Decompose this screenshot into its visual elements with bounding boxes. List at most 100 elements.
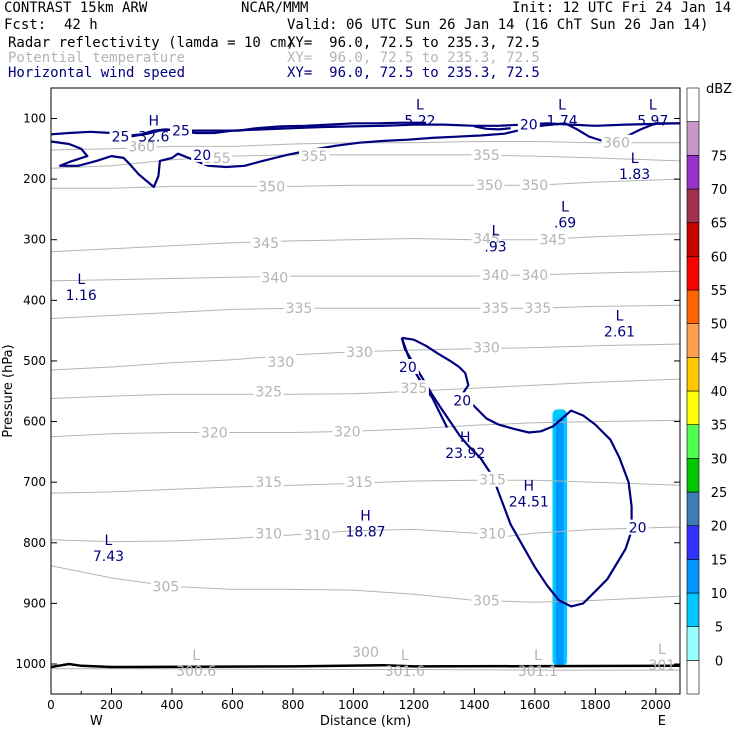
theta-label-bg bbox=[471, 146, 502, 162]
extremum-value: 1.83 bbox=[619, 167, 650, 183]
theta-label-355: 355 bbox=[301, 149, 328, 165]
theta-contour-350 bbox=[51, 178, 680, 189]
theta-label-bg bbox=[522, 300, 553, 316]
colorbar-swatch bbox=[686, 188, 700, 223]
wind-label-20: 20 bbox=[629, 521, 647, 537]
extremum-low: L bbox=[558, 98, 566, 114]
init-time: Init: 12 UTC Fri 24 Jan 14 bbox=[512, 0, 732, 16]
wind-label-bg bbox=[396, 359, 419, 375]
x-tick-label: 1000 bbox=[338, 698, 369, 712]
y-tick-label: 400 bbox=[23, 293, 46, 307]
theta-label-bg bbox=[537, 231, 568, 247]
theta-label-325: 325 bbox=[255, 384, 282, 400]
theta-label-315: 315 bbox=[346, 475, 373, 491]
wind-label-20: 20 bbox=[399, 360, 417, 376]
reflectivity-layer bbox=[552, 409, 568, 666]
extremum-low: L bbox=[105, 533, 113, 549]
theta-label-350: 350 bbox=[521, 178, 548, 194]
extremum-value: 7.43 bbox=[93, 549, 124, 565]
x-tick-label: 1200 bbox=[399, 698, 430, 712]
theta-label-310: 310 bbox=[479, 527, 506, 543]
theta-label-bg bbox=[471, 230, 502, 246]
org-label: NCAR/MMM bbox=[241, 0, 309, 16]
colorbar-swatch bbox=[686, 592, 700, 627]
theta-label-bg bbox=[344, 343, 375, 359]
axes: 100 200 300 400 500 600 700 800 900 1000 0 200 400 60… bbox=[1, 112, 680, 729]
forecast-hour: 42 h bbox=[64, 17, 98, 33]
extremum-low: L bbox=[77, 272, 85, 288]
wind-label-bg bbox=[626, 519, 649, 535]
theta-label-305: 305 bbox=[153, 579, 180, 595]
colorbar-swatch bbox=[686, 491, 700, 526]
colorbar-swatch bbox=[686, 155, 700, 190]
theta-label-330: 330 bbox=[473, 341, 500, 357]
y-tick-label: 500 bbox=[23, 354, 46, 368]
y-tick-label: 1000 bbox=[15, 657, 46, 671]
field-theta-name: Potential temperature bbox=[8, 50, 186, 66]
wind-contour-25 bbox=[111, 121, 426, 141]
colorbar-label: 30 bbox=[711, 452, 728, 467]
theta-label-bg bbox=[332, 423, 363, 439]
theta-label-bg bbox=[480, 266, 511, 282]
valid-time: Valid: 06 UTC Sun 26 Jan 14 (16 ChT Sun … bbox=[287, 17, 709, 33]
colorbar-swatch bbox=[686, 256, 700, 291]
extremum-value: 301.1 bbox=[518, 664, 558, 680]
colorbar-swatch bbox=[686, 424, 700, 459]
extremum-value: 2.61 bbox=[604, 325, 635, 341]
extremum-low: L bbox=[534, 648, 542, 664]
wind-contour-20 bbox=[400, 336, 633, 608]
theta-contour-305 bbox=[51, 565, 680, 603]
theta-label-bg bbox=[250, 234, 281, 250]
theta-label-bg bbox=[471, 339, 502, 355]
y-axis-label: Pressure (hPa) bbox=[1, 344, 16, 437]
theta-label-315: 315 bbox=[255, 475, 282, 491]
extremum-value: 301.6 bbox=[385, 664, 425, 680]
wind-label-20: 20 bbox=[453, 393, 471, 409]
theta-contour-325 bbox=[51, 378, 680, 399]
theta-label-340: 340 bbox=[521, 268, 548, 284]
colorbar-title: dBZ bbox=[706, 82, 732, 97]
x-tick-label: 2000 bbox=[641, 698, 672, 712]
wind-label-bg bbox=[109, 128, 132, 144]
extremum-value: 24.51 bbox=[509, 494, 549, 510]
x-tick-label: 600 bbox=[221, 698, 244, 712]
theta-label-bg bbox=[253, 525, 284, 541]
theta-label-bg bbox=[265, 354, 296, 370]
theta-label-335: 335 bbox=[525, 301, 552, 317]
theta-label-bg bbox=[350, 643, 381, 659]
colorbar-label: 20 bbox=[711, 520, 728, 535]
colorbar: 0 5 10 15 20 25 30 35 40 45 50 55 60 65 70 75 dBZ bbox=[686, 82, 732, 695]
extremum-value: 1.16 bbox=[66, 288, 97, 304]
colorbar-label: 5 bbox=[715, 621, 723, 636]
extremum-low: L bbox=[631, 151, 639, 167]
theta-label-330: 330 bbox=[267, 355, 294, 371]
extremum-low: L bbox=[492, 224, 500, 240]
extrema-labels: H32.6L5.22L1.74L5.97L1.83L.69L.93L1.16L2… bbox=[66, 98, 676, 680]
colorbar-swatch bbox=[686, 87, 700, 122]
colorbar-swatch bbox=[686, 458, 700, 493]
x-tick-label: 0 bbox=[47, 698, 55, 712]
colorbar-label: 0 bbox=[715, 654, 723, 669]
colorbar-label: 60 bbox=[711, 250, 728, 265]
reflectivity-core bbox=[556, 419, 564, 666]
colorbar-swatch bbox=[686, 559, 700, 594]
x-end-label-east: E bbox=[658, 714, 666, 729]
field-reflectivity-xy: XY= 96.0, 72.5 to 235.3, 72.5 bbox=[287, 35, 540, 51]
theta-label-bg bbox=[253, 474, 284, 490]
theta-label-360: 360 bbox=[128, 139, 155, 155]
theta-label-340: 340 bbox=[482, 268, 509, 284]
theta-label-bg bbox=[344, 474, 375, 490]
extremum-value: .93 bbox=[484, 240, 506, 256]
theta-label-345: 345 bbox=[252, 236, 279, 252]
colorbar-label: 65 bbox=[711, 217, 728, 232]
theta-label-bg bbox=[253, 383, 284, 399]
field-wind-name: Horizontal wind speed bbox=[8, 65, 186, 81]
theta-label-bg bbox=[480, 300, 511, 316]
theta-label-335: 335 bbox=[286, 301, 313, 317]
y-tick-label: 900 bbox=[23, 596, 46, 610]
extremum-high: H bbox=[149, 113, 160, 129]
colorbar-label: 55 bbox=[711, 284, 728, 299]
colorbar-label: 25 bbox=[711, 486, 728, 501]
x-tick-label: 1600 bbox=[520, 698, 551, 712]
